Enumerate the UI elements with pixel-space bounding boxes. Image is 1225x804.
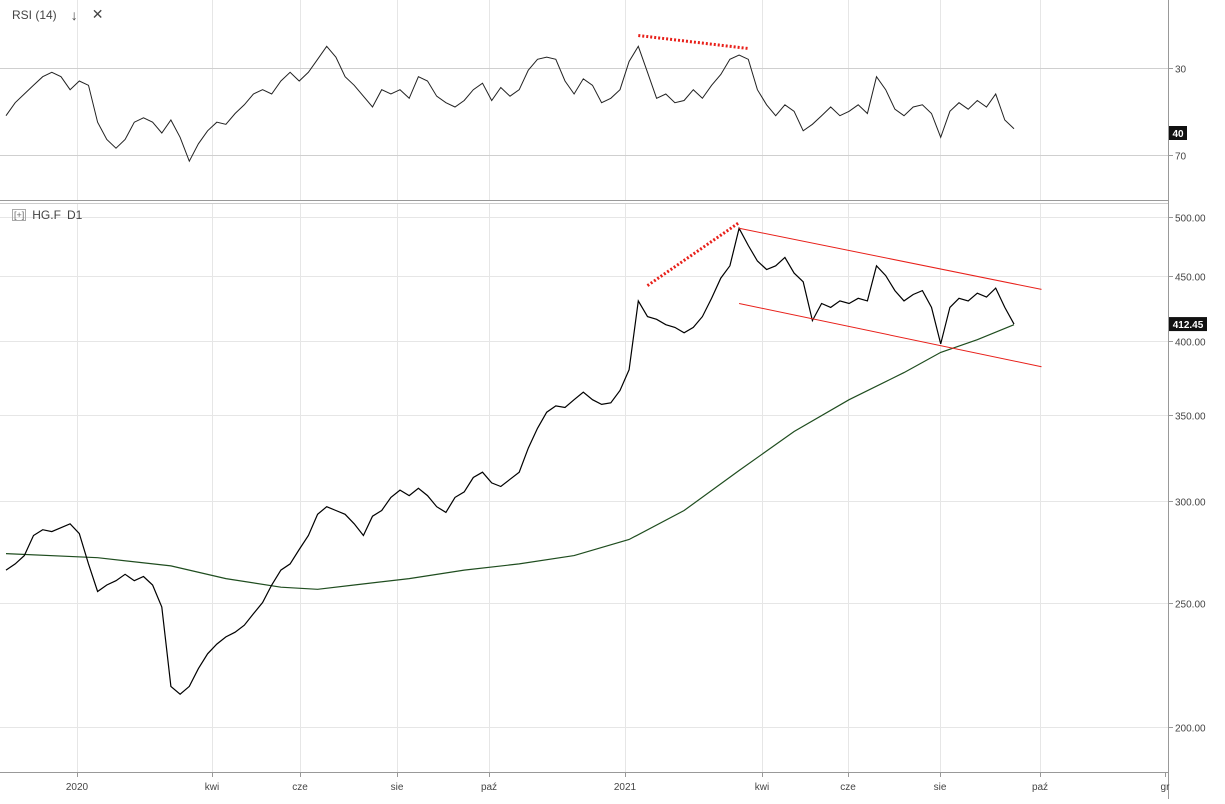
series-layer (5, 45, 1015, 695)
rsi-panel-background (0, 0, 1168, 200)
x-tick-label: cze (840, 782, 856, 793)
price-panel-background (0, 204, 1168, 772)
x-tick-label: cze (292, 782, 308, 793)
close-icon[interactable]: ✕ (91, 6, 104, 22)
expand-button[interactable]: [+] (12, 209, 27, 221)
x-tick-label: kwi (205, 782, 219, 793)
rsi-header: RSI (14) ↓ ✕ (12, 6, 103, 23)
price-tick-label: 250.00 (1175, 600, 1206, 611)
rsi-tick-label: 30 (1175, 65, 1187, 76)
rsi-tick-label: 70 (1175, 152, 1187, 163)
divergence-dotted-line (638, 34, 749, 50)
timeframe-label: D1 (66, 208, 83, 222)
annotation-layer (638, 34, 1042, 368)
channel-trend-line (738, 227, 1042, 290)
price-tick-label: 300.00 (1175, 498, 1206, 509)
channel-trend-line (738, 303, 1042, 368)
x-tick-label: sie (934, 782, 947, 793)
rsi-title: RSI (14) (12, 7, 57, 22)
x-tick-label: paź (481, 782, 497, 793)
price-tick-label: 350.00 (1175, 412, 1206, 423)
rsi-last-value-text: 40 (1172, 129, 1184, 140)
price-tick-label: 500.00 (1175, 214, 1206, 225)
x-tick-label: kwi (755, 782, 769, 793)
divergence-dotted-line (646, 221, 740, 287)
last-price-badge (1169, 317, 1207, 332)
moving-average-line (5, 324, 1015, 590)
rsi-last-value-badge (1169, 126, 1187, 140)
x-tick-label: paź (1032, 782, 1048, 793)
rsi-line (5, 45, 1015, 163)
x-tick-label: 2021 (614, 782, 637, 793)
price-tick-label: 450.00 (1175, 273, 1206, 284)
x-tick-label: sie (391, 782, 404, 793)
arrow-down-icon[interactable]: ↓ (70, 6, 78, 23)
price-header: [+] HG.F D1 (12, 208, 82, 222)
x-tick-label: 2020 (66, 782, 89, 793)
axis-layer: 2020 kwi cze sie paź 2021 kwi cze sie paź gr 70 30 50… (66, 65, 1207, 793)
x-tick-label: gr (1161, 782, 1171, 793)
price-tick-label: 400.00 (1175, 338, 1206, 349)
price-line (5, 226, 1015, 695)
last-price-text: 412.45 (1173, 320, 1204, 331)
price-tick-label: 200.00 (1175, 724, 1206, 735)
symbol-label: HG.F (32, 208, 61, 222)
